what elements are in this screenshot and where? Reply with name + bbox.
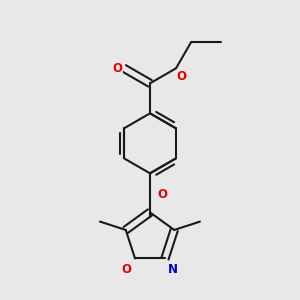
Text: O: O: [112, 62, 122, 75]
Text: O: O: [122, 263, 132, 277]
Text: O: O: [177, 70, 187, 83]
Text: O: O: [157, 188, 167, 201]
Text: N: N: [168, 263, 178, 277]
